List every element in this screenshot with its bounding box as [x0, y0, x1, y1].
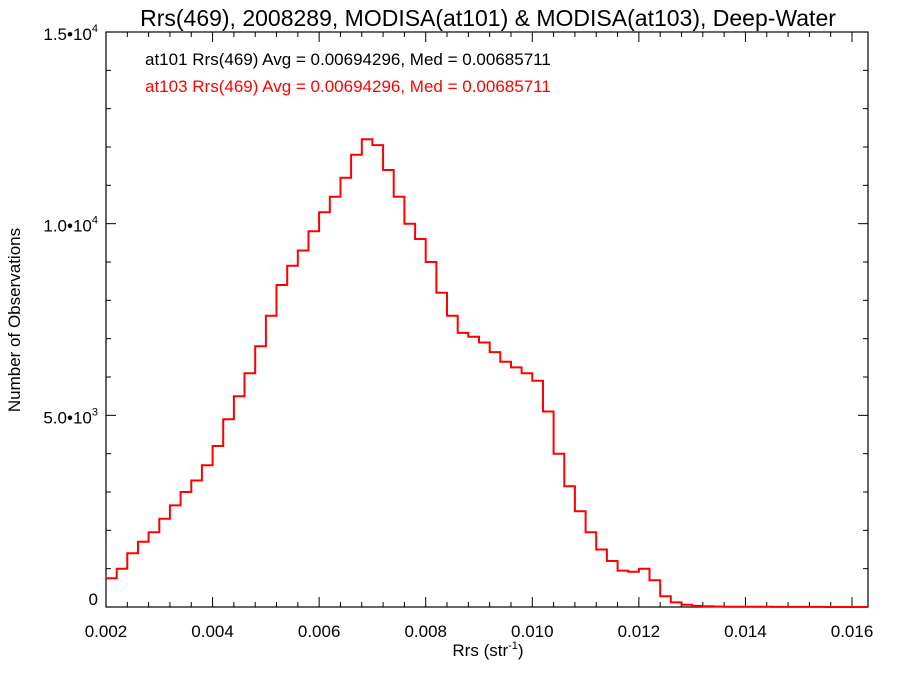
- legend-entry-at103: at103 Rrs(469) Avg = 0.00694296, Med = 0…: [145, 77, 551, 96]
- x-tick-label: 0.014: [724, 622, 767, 641]
- series-at103-line: [106, 138, 868, 608]
- plot-frame: [105, 31, 869, 608]
- x-tick-label: 0.012: [618, 622, 661, 641]
- chart-title: Rrs(469), 2008289, MODISA(at101) & MODIS…: [140, 5, 836, 31]
- y-axis-ticks: 0 5.0•103 1.0•104 1.5•104: [43, 23, 868, 609]
- y-axis-label: Number of Observations: [5, 228, 24, 412]
- x-tick-label: 0.004: [191, 622, 234, 641]
- y-tick-label: 1.0•104: [43, 215, 98, 236]
- y-tick-label: 0: [89, 590, 98, 609]
- x-tick-label: 0.016: [831, 622, 874, 641]
- x-axis-label: Rrs (str-1): [452, 640, 523, 660]
- legend-entry-at101: at101 Rrs(469) Avg = 0.00694296, Med = 0…: [145, 50, 551, 69]
- y-tick-label: 1.5•104: [43, 23, 98, 44]
- x-tick-label: 0.008: [404, 622, 447, 641]
- x-tick-label: 0.006: [298, 622, 341, 641]
- x-tick-label: 0.002: [85, 622, 128, 641]
- x-tick-label: 0.010: [511, 622, 554, 641]
- y-tick-label: 5.0•103: [43, 406, 98, 427]
- x-axis-ticks: 0.002 0.004 0.006 0.008 0.010 0.012 0.014 0.016: [85, 32, 874, 641]
